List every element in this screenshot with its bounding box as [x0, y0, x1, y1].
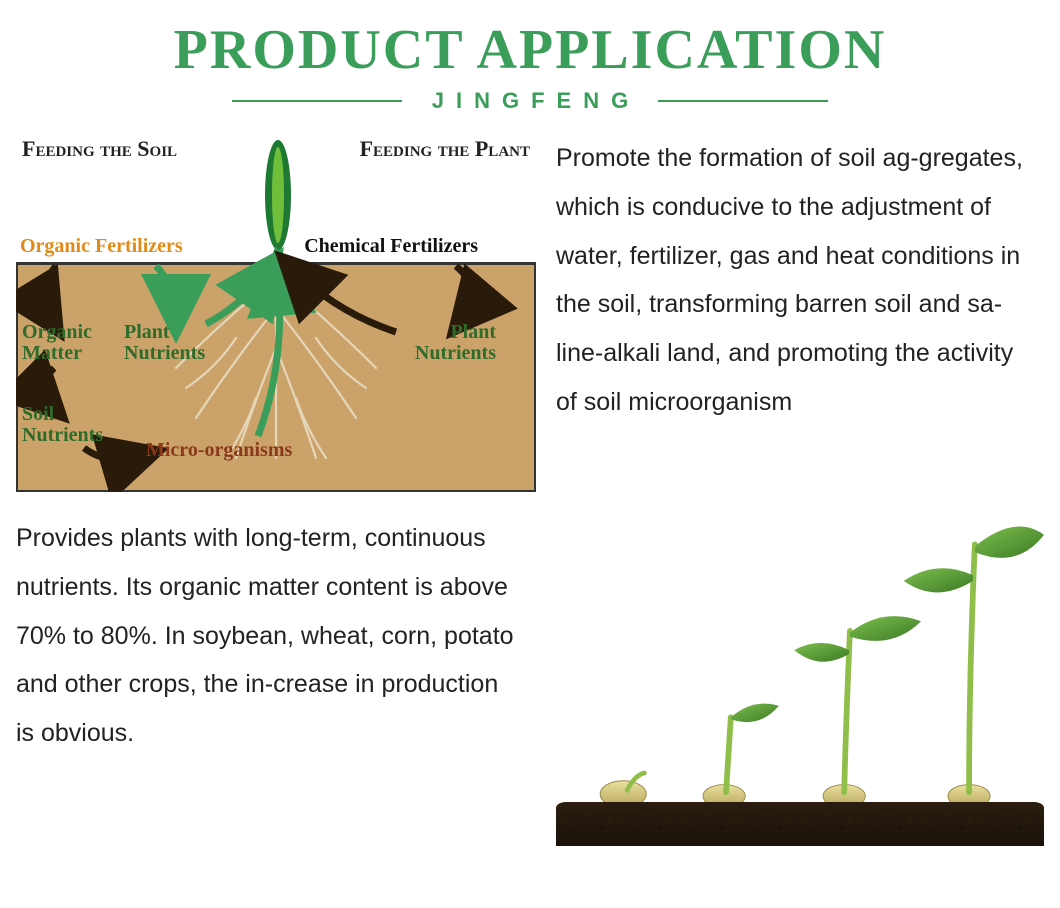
soil-strip	[556, 802, 1044, 846]
label-plant-nutrients-left: Plant Nutrients	[124, 322, 224, 364]
label-soil-nutrients: Soil Nutrients	[22, 404, 122, 446]
label-micro-organisms: Micro-organisms	[146, 440, 292, 461]
subtitle: JINGFENG	[420, 88, 640, 114]
label-organic-matter: Organic Matter	[22, 322, 110, 364]
label-chemical-fertilizers: Chemical Fertilizers	[304, 236, 478, 257]
fertilizer-diagram: Feeding the Soil Feeding the Plant	[16, 132, 536, 492]
paragraph-top-right: Promote the formation of soil ag-gregate…	[556, 132, 1044, 492]
divider-right	[658, 100, 828, 102]
diagram-title-left: Feeding the Soil	[22, 136, 177, 162]
content-grid: Feeding the Soil Feeding the Plant	[0, 114, 1060, 846]
diagram-title-right: Feeding the Plant	[360, 136, 530, 162]
page-title: PRODUCT APPLICATION	[0, 18, 1060, 82]
subtitle-row: JINGFENG	[0, 88, 1060, 114]
header: PRODUCT APPLICATION JINGFENG	[0, 0, 1060, 114]
paragraph-bottom-left: Provides plants with long-term, continuo…	[16, 506, 536, 846]
seedling-plants-icon	[556, 506, 1044, 833]
divider-left	[232, 100, 402, 102]
label-plant-nutrients-right: Plant Nutrients	[396, 322, 496, 364]
seedlings-illustration	[556, 506, 1044, 846]
plant-bud-icon	[264, 140, 292, 262]
label-organic-fertilizers: Organic Fertilizers	[20, 236, 183, 257]
